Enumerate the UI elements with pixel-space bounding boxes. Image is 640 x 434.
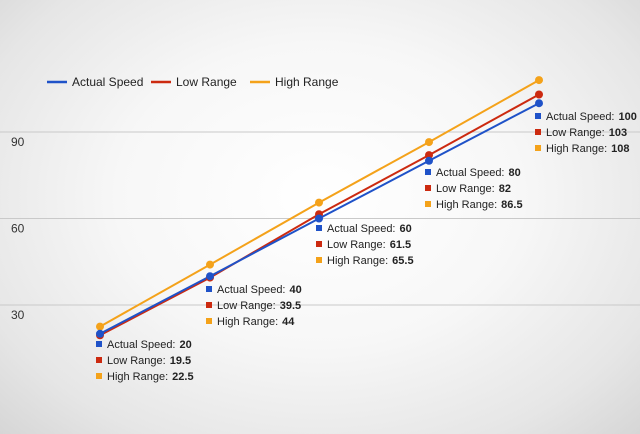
annotation-value: 20	[180, 339, 192, 351]
data-point-0-3[interactable]	[425, 156, 433, 165]
annotation-value: 61.5	[390, 239, 411, 251]
annotation-value: 65.5	[392, 255, 413, 267]
data-point-0-0[interactable]	[96, 329, 104, 338]
annotation-label: Actual Speed:	[217, 284, 286, 296]
annotation-swatch	[535, 113, 541, 119]
annotation-value: 39.5	[280, 300, 301, 312]
annotation-label: Low Range:	[327, 239, 386, 251]
data-point-1-4[interactable]	[535, 90, 543, 99]
annotation-swatch	[96, 341, 102, 347]
data-point-0-2[interactable]	[315, 214, 323, 223]
annotation-value: 60	[400, 223, 412, 235]
annotation-swatch	[206, 302, 212, 308]
annotation-value: 40	[290, 284, 302, 296]
y-axis-ticks: 30 60 90	[11, 135, 25, 322]
data-point-0-4[interactable]	[535, 99, 543, 108]
annotation-swatch	[96, 373, 102, 379]
annotation-swatch	[316, 225, 322, 231]
annotation-label: High Range:	[217, 316, 278, 328]
legend-item-1[interactable]: Low Range	[151, 75, 237, 89]
annotation-label: High Range:	[327, 255, 388, 267]
annotation-value: 44	[282, 316, 295, 328]
legend-label: Low Range	[176, 75, 237, 89]
legend: Actual Speed Low Range High Range	[47, 75, 339, 89]
annotation-value: 108	[611, 143, 629, 155]
annotation-swatch	[535, 145, 541, 151]
annotation-swatch	[535, 129, 541, 135]
annotation-swatch	[425, 201, 431, 207]
annotation-value: 80	[509, 167, 521, 179]
annotation-swatch	[96, 357, 102, 363]
legend-item-0[interactable]: Actual Speed	[47, 75, 143, 89]
y-tick-label-90: 90	[11, 135, 25, 149]
annotation-value: 86.5	[501, 199, 522, 211]
annotation-label: Low Range:	[217, 300, 276, 312]
data-point-2-2[interactable]	[315, 198, 323, 207]
annotation-value: 100	[619, 111, 637, 123]
annotation-label: Actual Speed:	[546, 111, 615, 123]
annotation-value: 19.5	[170, 355, 191, 367]
legend-label: Actual Speed	[72, 75, 143, 89]
annotation-swatch	[425, 169, 431, 175]
annotation-label: Actual Speed:	[327, 223, 396, 235]
y-tick-label-60: 60	[11, 222, 25, 236]
data-point-0-1[interactable]	[206, 272, 214, 281]
annotation-swatch	[316, 257, 322, 263]
annotation-label: High Range:	[436, 199, 497, 211]
data-point-2-0[interactable]	[96, 322, 104, 331]
y-tick-label-30: 30	[11, 308, 25, 322]
annotation-label: Actual Speed:	[107, 339, 176, 351]
annotation-value: 22.5	[172, 371, 193, 383]
legend-item-2[interactable]: High Range	[250, 75, 339, 89]
annotation-swatch	[206, 318, 212, 324]
data-point-1-3[interactable]	[425, 151, 433, 160]
annotation-label: Low Range:	[546, 127, 605, 139]
data-point-2-4[interactable]	[535, 76, 543, 85]
annotation-value: 103	[609, 127, 627, 139]
annotation-swatch	[316, 241, 322, 247]
annotation-label: High Range:	[546, 143, 607, 155]
annotation-swatch	[425, 185, 431, 191]
annotation-swatch	[206, 286, 212, 292]
annotation-label: Low Range:	[107, 355, 166, 367]
data-point-2-1[interactable]	[206, 260, 214, 269]
annotation-label: Low Range:	[436, 183, 495, 195]
legend-label: High Range	[275, 75, 339, 89]
series-points	[96, 76, 543, 340]
annotation-label: Actual Speed:	[436, 167, 505, 179]
annotation-label: High Range:	[107, 371, 168, 383]
data-point-2-3[interactable]	[425, 138, 433, 147]
annotation-value: 82	[499, 183, 511, 195]
